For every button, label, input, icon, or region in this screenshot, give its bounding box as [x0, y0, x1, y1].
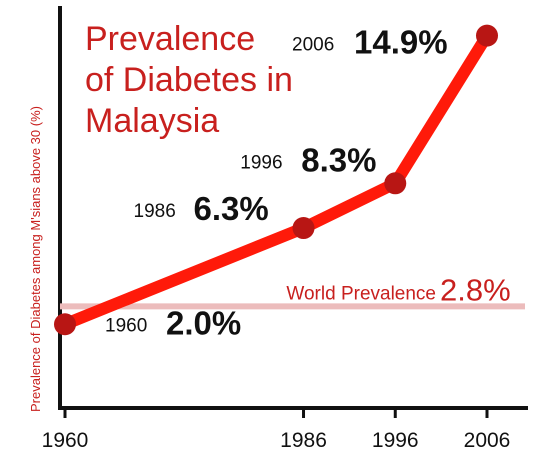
data-label-year-1960: 1960 — [105, 315, 147, 336]
diabetes-prevalence-series-line — [59, 29, 493, 331]
data-point-1986 — [292, 217, 315, 240]
data-label-year-1996: 1996 — [240, 152, 282, 173]
data-label-year-1986: 1986 — [134, 201, 176, 222]
x-tick-label-1986: 1986 — [280, 429, 327, 452]
y-axis-label: Prevalence of Diabetes among M'sians abo… — [28, 106, 43, 412]
x-tick-label-1960: 1960 — [42, 429, 89, 452]
chart-title-line-3: Malaysia — [85, 102, 219, 140]
chart-title-line-2: of Diabetes in — [85, 61, 293, 99]
x-tick-label-1996: 1996 — [372, 429, 419, 452]
world-prevalence-value: 2.8% — [440, 272, 511, 307]
x-tick-label-2006: 2006 — [464, 429, 511, 452]
data-label-value-1960: 2.0% — [166, 304, 241, 341]
data-point-2006 — [476, 24, 498, 47]
data-label-value-1986: 6.3% — [194, 190, 269, 227]
data-point-1960 — [54, 313, 76, 336]
chart-title-line-1: Prevalence — [85, 20, 255, 58]
data-point-1996 — [384, 172, 407, 195]
data-label-year-2006: 2006 — [292, 35, 334, 56]
data-label-value-2006: 14.9% — [354, 24, 448, 61]
world-prevalence-label: World Prevalence — [286, 283, 436, 304]
data-label-value-1996: 8.3% — [301, 141, 376, 178]
